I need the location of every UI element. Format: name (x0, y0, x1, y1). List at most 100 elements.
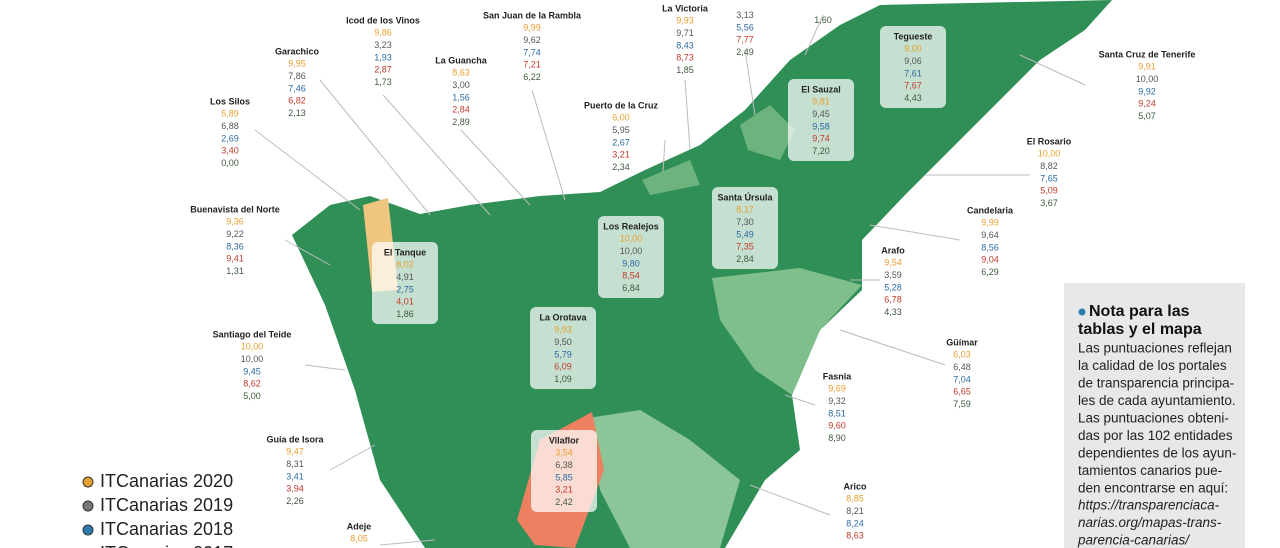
score: 8,90 (828, 433, 846, 443)
score: 9,62 (523, 35, 541, 45)
score: 9,74 (812, 134, 830, 144)
municipality-name: Güímar (946, 337, 978, 347)
score: 3,40 (221, 146, 239, 156)
note-text: les de cada ayuntamiento. (1078, 393, 1236, 408)
score: 5,07 (1138, 111, 1156, 121)
score: 9,54 (884, 258, 902, 268)
leader-line (839, 329, 946, 366)
score: 3,23 (374, 40, 392, 50)
score: 3,94 (286, 484, 304, 494)
region-light (588, 410, 740, 548)
leader-line (379, 539, 436, 546)
score: 6,03 (953, 350, 971, 360)
municipality-name: Fasnia (823, 371, 853, 381)
municipality-name: Adeje (347, 521, 372, 531)
note-link: parencia-canarias/ (1077, 533, 1190, 548)
label-box (372, 242, 438, 324)
score: 9,60 (828, 421, 846, 431)
score: 10,00 (620, 246, 643, 256)
score: 8,36 (226, 241, 244, 251)
leader-line (744, 49, 756, 116)
municipality-name: La Guancha (435, 55, 488, 65)
score: 5,09 (1040, 186, 1058, 196)
score: 8,51 (828, 408, 846, 418)
score: 8,63 (846, 531, 864, 541)
score: 6,84 (622, 283, 640, 293)
score: 2,67 (612, 137, 630, 147)
score: 1,56 (452, 92, 470, 102)
municipality-name: El Rosario (1027, 136, 1072, 146)
score: 9,41 (226, 254, 244, 264)
label-box (788, 79, 854, 161)
score: 1,31 (226, 266, 244, 276)
score: 8,05 (350, 534, 368, 544)
legend-label: ITCanarias 2020 (100, 471, 233, 491)
municipality-name: La Victoria (662, 3, 709, 13)
score: 9,99 (981, 218, 999, 228)
note-link: https://transparenciaca- (1078, 498, 1220, 513)
score: 6,88 (221, 121, 239, 131)
leader-line (662, 139, 666, 173)
leader-line (804, 14, 824, 56)
score: 9,92 (1138, 86, 1156, 96)
score: 7,21 (523, 60, 541, 70)
municipality-name: Garachico (275, 46, 320, 56)
label-box (531, 430, 597, 512)
score: 6,65 (953, 387, 971, 397)
note-text: la calidad de los portales (1078, 358, 1227, 373)
score: 9,80 (622, 258, 640, 268)
score: 6,78 (884, 295, 902, 305)
legend-label: ITCanarias 2018 (100, 519, 233, 539)
score: 1,60 (814, 15, 832, 25)
leader-line (531, 89, 566, 201)
score: 8,82 (1040, 161, 1058, 171)
municipality-name: Puerto de la Cruz (584, 100, 659, 110)
score: 7,35 (736, 242, 754, 252)
label-box (530, 307, 596, 389)
note-panel (1064, 283, 1245, 548)
score: 6,82 (288, 96, 306, 106)
leader-line (784, 394, 816, 406)
region-light (740, 105, 795, 160)
score: 6,09 (554, 362, 572, 372)
leader-line (254, 129, 361, 211)
leader-line (460, 129, 531, 206)
score: 7,65 (1040, 173, 1058, 183)
score: 2,84 (736, 254, 754, 264)
score: 3,67 (1040, 198, 1058, 208)
score: 5,56 (736, 22, 754, 32)
municipality-name: Buenavista del Norte (190, 204, 280, 214)
score: 7,46 (288, 83, 306, 93)
score: 5,95 (612, 125, 630, 135)
score: 3,13 (736, 10, 754, 20)
score: 7,86 (288, 71, 306, 81)
score: 7,67 (904, 81, 922, 91)
score: 2,87 (374, 65, 392, 75)
score: 5,79 (554, 349, 572, 359)
leader-line (329, 444, 376, 471)
score: 3,21 (612, 150, 630, 160)
score: 4,91 (396, 272, 414, 282)
municipality-name: La Orotava (539, 312, 587, 322)
score: 9,22 (226, 229, 244, 239)
legend-label: ITCanarias 2017 (100, 543, 233, 548)
score: 8,02 (396, 260, 414, 270)
score: 4,33 (884, 307, 902, 317)
score: 5,49 (736, 229, 754, 239)
score: 0,00 (221, 158, 239, 168)
score: 10,00 (241, 354, 264, 364)
score: 1,73 (374, 77, 392, 87)
municipality-name: Los Realejos (603, 221, 659, 231)
score: 4,01 (396, 297, 414, 307)
score: 8,85 (846, 494, 864, 504)
municipality-name: Los Silos (210, 96, 250, 106)
leader-line (749, 484, 831, 516)
score: 9,45 (812, 109, 830, 119)
score: 6,48 (953, 362, 971, 372)
score: 9,50 (554, 337, 572, 347)
leader-line (319, 79, 431, 216)
leader-line (869, 224, 961, 241)
score: 8,73 (676, 53, 694, 63)
score: 8,54 (622, 271, 640, 281)
score: 7,20 (812, 146, 830, 156)
